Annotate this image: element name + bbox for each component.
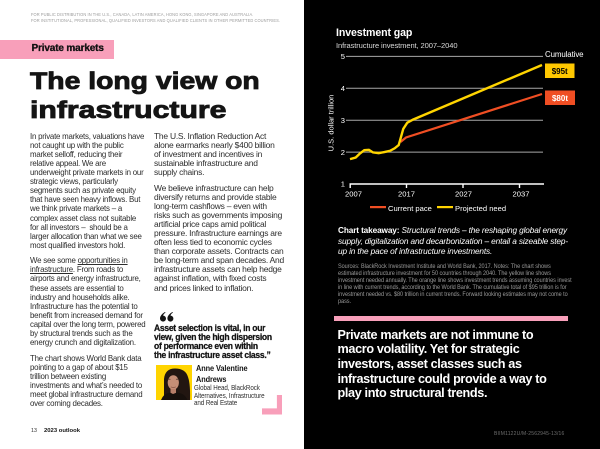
svg-text:2027: 2027 [455,190,472,199]
svg-text:Projected need: Projected need [455,204,506,213]
svg-text:Current pace: Current pace [388,204,432,213]
svg-text:U.S. dollar trillion: U.S. dollar trillion [327,95,336,152]
svg-text:4: 4 [341,84,345,93]
svg-text:2037: 2037 [513,190,530,199]
svg-text:3: 3 [341,116,345,125]
svg-text:$95t: $95t [552,67,568,76]
svg-text:Cumulative: Cumulative [545,50,584,59]
svg-text:1: 1 [341,180,345,189]
svg-text:$80t: $80t [552,94,568,103]
svg-text:2007: 2007 [345,190,362,199]
svg-text:2017: 2017 [398,190,415,199]
svg-text:2: 2 [341,148,345,157]
svg-text:5: 5 [341,52,345,61]
